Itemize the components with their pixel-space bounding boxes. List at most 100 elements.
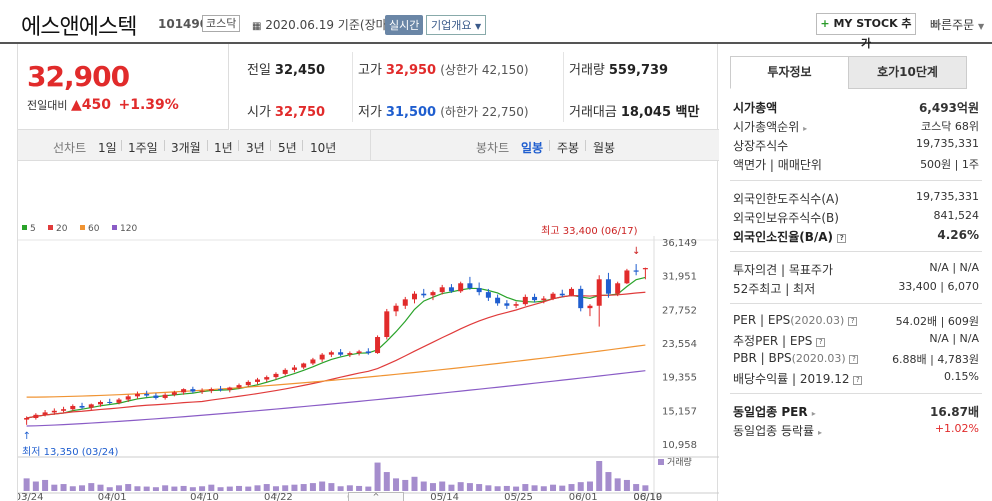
tab-1d[interactable]: 1일 [98,141,117,155]
help-icon[interactable]: ? [853,376,863,385]
tab-order-book[interactable]: 호가10단계 [848,56,967,89]
y-tick-label: 19,355 [662,373,697,384]
candle-body [42,412,48,415]
candle-body [273,373,279,378]
divider [352,52,353,122]
realtime-button[interactable]: 실시간 [385,15,424,35]
help-icon[interactable]: ? [837,234,847,243]
chevron-right-icon: ▸ [811,409,816,418]
max-price-annotation: 최고 33,400 (06/17) [541,225,637,237]
info-key: 배당수익률 | 2019.12 ? [733,370,863,387]
tab-daily[interactable]: 일봉 [521,141,544,155]
divider [270,140,271,151]
tab-weekly[interactable]: 주봉 [557,141,580,155]
volume-bar [485,485,492,491]
volume-bar [577,482,584,491]
info-key: 시가총액 [733,101,778,115]
candle-body [421,293,427,296]
collapse-toggle-button[interactable]: ^ [348,492,404,501]
tab-investment-info[interactable]: 투자정보 [730,56,849,89]
current-price-box: 32,900 전일대비 ▲450 +1.39% [18,44,229,130]
volume-bar [79,485,86,491]
divider [121,140,122,151]
candle-body [587,305,593,309]
tab-3m[interactable]: 3개월 [171,141,201,155]
chevron-right-icon: ▸ [803,124,808,133]
candle-body [227,387,233,390]
divider [730,303,982,304]
candle-body [264,377,270,380]
candle-body [467,283,473,289]
candle-body [51,410,57,413]
info-value: 54.02배 | 609원 [895,315,979,328]
candle-body [88,404,94,408]
diff-label: 전일대비 [27,99,68,112]
info-key-text: 시가총액순위 [733,120,800,134]
tab-5y[interactable]: 5년 [278,141,297,155]
info-value: 0.15% [944,370,979,383]
corp-info-dropdown[interactable]: 기업개요 ▼ [426,15,487,35]
candle-body [448,287,454,292]
info-value: 코스닥 68위 [921,120,979,133]
help-icon[interactable]: ? [849,355,859,364]
volume: 거래량 559,739 [569,59,668,78]
legend-swatch [22,225,27,230]
volume-label: 거래량 [667,456,692,468]
info-key-text: 외국인소진율(B/A) [733,230,834,244]
info-key: 추정PER | EPS ? [733,332,826,349]
candle-body [301,363,307,368]
info-value: 6,493억원 [918,101,979,115]
tab-1w[interactable]: 1주일 [128,141,158,155]
candle-chart-label[interactable]: 봉차트 [476,141,510,155]
volume-bar [106,487,113,491]
high-value: 32,950 [385,63,437,78]
help-icon[interactable]: ? [848,317,858,326]
candle-body [61,409,67,411]
candlestick-chart[interactable]: 5 20 60 120 36,149 31,951 27,752 23,554 19,355 15… [15,162,719,501]
candle-body [513,304,519,306]
info-value: 19,735,331 [916,190,979,203]
volume-bar [272,486,279,491]
amount-value: 18,045 백만 [620,105,700,120]
open-value: 32,750 [274,105,326,120]
volume-bar [503,485,510,491]
candle-body [596,279,602,306]
corp-info-label: 기업개요 [431,19,472,32]
tab-1y[interactable]: 1년 [214,141,233,155]
volume-bar [42,479,49,491]
legend-label: 120 [120,224,137,234]
quick-order-button[interactable]: 빠른주문 ▼ [930,16,984,33]
volume-bar [236,485,243,491]
my-stock-label: MY STOCK 추가 [833,17,912,50]
ma-5-line [26,276,646,419]
candle-body [282,369,288,374]
volume-bar [383,472,390,491]
line-chart-label[interactable]: 선차트 [53,141,87,155]
market-badge: 코스닥 [202,15,241,32]
info-row: 투자의견 | 목표주가 N/A | N/A [733,261,979,279]
tab-3y[interactable]: 3년 [246,141,265,155]
volume-bar [429,483,436,491]
quick-order-label: 빠른주문 [930,18,975,32]
up-arrow-icon: ↑ [23,431,31,442]
volume-legend-swatch [658,459,664,465]
my-stock-add-button[interactable]: + MY STOCK 추가 [816,13,916,50]
volume-bar [69,486,76,491]
candle-body [171,392,177,395]
info-row: 52주최고 | 최저 33,400 | 6,070 [733,280,979,298]
divider [370,130,371,161]
info-row: 추정PER | EPS ? N/A | N/A [733,332,979,350]
candle-body [439,287,445,293]
ma-20-line [26,291,646,419]
info-key-text: PER | EPS [733,313,791,327]
tab-10y[interactable]: 10년 [310,141,337,155]
x-tick-label: 06/01 [569,492,598,501]
info-row: 상장주식수 19,735,331 [733,137,979,155]
tab-monthly[interactable]: 월봉 [593,141,616,155]
info-row: 외국인소진율(B/A) ? 4.26% [733,228,979,246]
x-tick-label: 04/22 [264,492,293,501]
help-icon[interactable]: ? [816,338,826,347]
candle-body [642,268,648,270]
candle-body [310,359,316,364]
candle-body [236,385,242,388]
